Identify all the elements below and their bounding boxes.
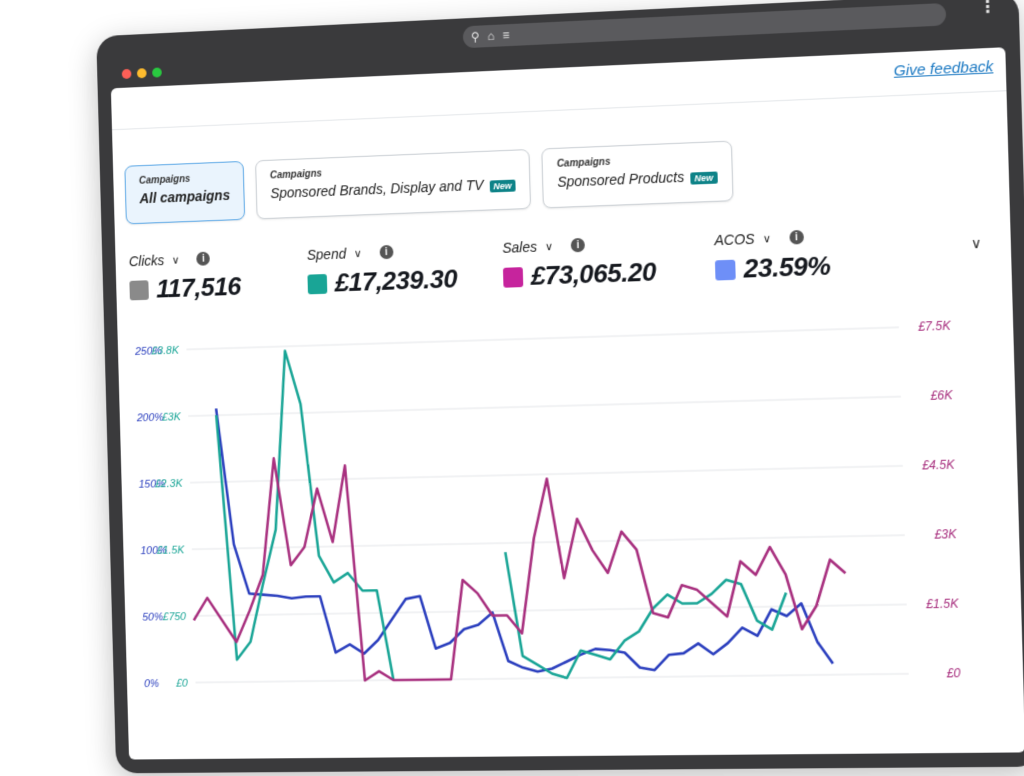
search-icon: ⚲ [471, 30, 480, 44]
metric-sales[interactable]: Sales ∨ i £73,065.20 [502, 234, 656, 292]
new-badge: New [690, 171, 717, 184]
metric-label: Sales [502, 239, 537, 256]
spend-tick-label: £3K [161, 411, 182, 423]
color-swatch[interactable] [307, 273, 327, 293]
metric-label: Spend [307, 246, 347, 263]
metric-value: £73,065.20 [530, 256, 656, 291]
campaign-tabs: Campaigns All campaigns Campaigns Sponso… [124, 141, 733, 225]
metric-value: 23.59% [743, 250, 831, 284]
metric-value-row: £73,065.20 [503, 256, 656, 292]
spend-tick-label: £750 [162, 611, 187, 623]
chevron-down-icon[interactable]: ∨ [545, 240, 553, 253]
close-dot[interactable] [122, 69, 132, 79]
acos-tick-label: 0% [144, 678, 160, 690]
info-icon[interactable]: i [379, 245, 393, 259]
sales-tick-label: £1.5K [925, 596, 960, 611]
metric-spend[interactable]: Spend ∨ i £17,239.30 [307, 242, 458, 300]
gridline [186, 327, 898, 349]
metric-label: ACOS [714, 231, 755, 249]
browser-menu-icon[interactable]: ⋮ [979, 0, 996, 18]
tab-sponsored-products[interactable]: Campaigns Sponsored Products New [541, 141, 733, 209]
give-feedback-link[interactable]: Give feedback [894, 58, 994, 80]
acos-tick-label: 200% [136, 412, 164, 425]
tab-category: Campaigns [557, 152, 717, 170]
metric-label: Clicks [129, 252, 165, 269]
metric-header: ACOS ∨ i [714, 228, 830, 248]
metric-header: Sales ∨ i [502, 234, 655, 256]
tab-category: Campaigns [139, 172, 230, 186]
minimize-dot[interactable] [137, 68, 147, 78]
tab-all-campaigns[interactable]: Campaigns All campaigns [124, 161, 245, 224]
expand-metrics-chevron-icon[interactable]: ∨ [971, 235, 982, 253]
sales-tick-label: £7.5K [917, 318, 952, 334]
chevron-down-icon[interactable]: ∨ [354, 247, 362, 260]
tab-text: Sponsored Brands, Display and TV [270, 177, 484, 201]
window-controls [122, 67, 162, 79]
gridline [188, 397, 901, 416]
metric-value: £17,239.30 [334, 263, 457, 298]
spend-tick-label: £0 [175, 678, 188, 690]
acos-tick-label: 50% [142, 611, 164, 623]
sales-tick-label: £6K [929, 388, 954, 403]
new-badge: New [489, 180, 516, 193]
tab-sponsored-brands[interactable]: Campaigns Sponsored Brands, Display and … [255, 149, 531, 219]
sales-tick-label: £4.5K [921, 457, 956, 472]
metric-header: Spend ∨ i [307, 242, 457, 263]
spend-series-line [215, 336, 789, 683]
metric-header: Clicks ∨ i [129, 250, 241, 270]
spend-tick-label: £1.5K [156, 544, 185, 556]
app-screen: Give feedback Campaigns All campaigns Ca… [111, 47, 1024, 759]
tab-label: All campaigns [139, 187, 230, 206]
gridline [192, 535, 905, 549]
sales-tick-label: £3K [933, 527, 958, 542]
info-icon[interactable]: i [789, 230, 804, 245]
metric-acos[interactable]: ACOS ∨ i 23.59% [714, 228, 831, 286]
info-icon[interactable]: i [571, 238, 585, 253]
chevron-down-icon[interactable]: ∨ [763, 232, 772, 245]
tab-text: Sponsored Products [557, 169, 684, 190]
color-swatch[interactable] [129, 280, 149, 300]
home-icon[interactable]: ⌂ [487, 29, 495, 43]
gridline [195, 674, 908, 683]
site-settings-icon[interactable]: ≡ [502, 28, 509, 42]
metric-value-row: 117,516 [129, 271, 241, 305]
zoom-dot[interactable] [152, 67, 162, 77]
chart-area: 0% 50% 100% 150% 200% 250% £0 £750 £1.5K £2.3K £3K… [117, 293, 1024, 760]
color-swatch[interactable] [503, 267, 523, 288]
metric-value-row: £17,239.30 [307, 263, 457, 299]
spend-tick-label: £3.8K [150, 345, 179, 358]
metric-value-row: 23.59% [715, 250, 831, 285]
tab-label: Sponsored Products New [557, 167, 717, 189]
chevron-down-icon[interactable]: ∨ [172, 253, 180, 266]
sales-tick-label: £0 [945, 666, 961, 681]
spend-tick-label: £2.3K [154, 478, 183, 491]
color-swatch[interactable] [715, 259, 736, 280]
address-bar[interactable]: ⚲ ⌂ ≡ [463, 3, 947, 48]
info-icon[interactable]: i [197, 252, 211, 266]
metric-clicks[interactable]: Clicks ∨ i 117,516 [129, 250, 242, 306]
line-chart: 0%50%100%150%200%250%£0£750£1.5K£2.3K£3K… [117, 293, 1024, 760]
metric-value: 117,516 [156, 271, 241, 304]
browser-frame: ⚲ ⌂ ≡ ⋮ Give feedback Campaigns All camp… [96, 0, 1024, 773]
